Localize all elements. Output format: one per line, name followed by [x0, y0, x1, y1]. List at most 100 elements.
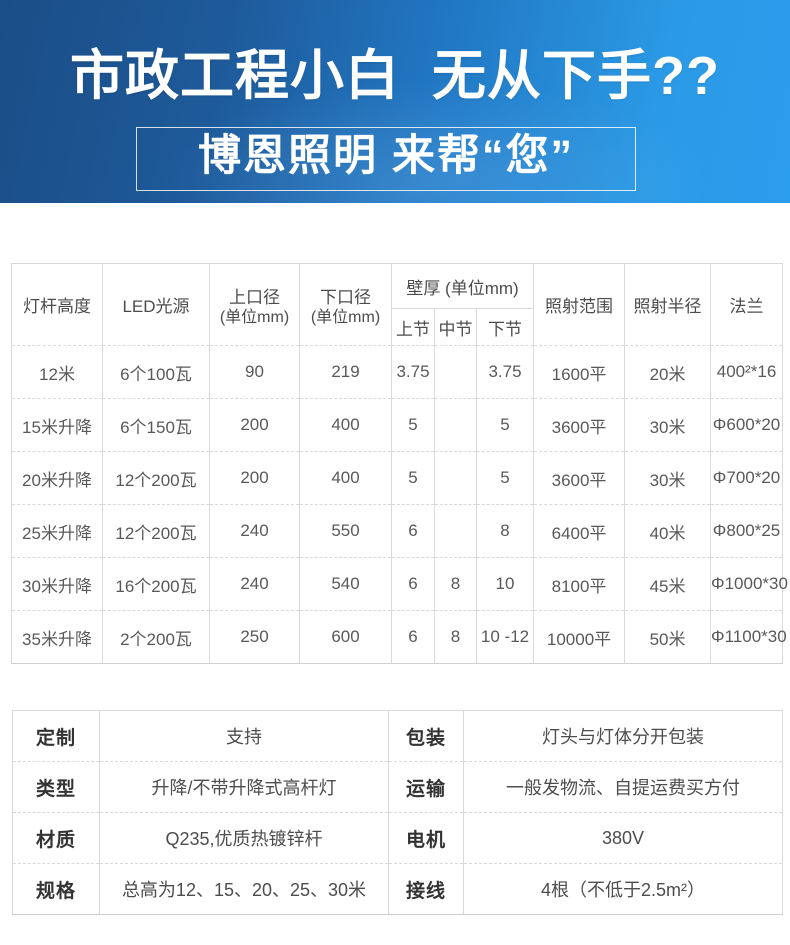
info-row-spec-wiring: 规格 总高为12、15、20、25、30米 接线 4根（不低于2.5m²）: [12, 863, 783, 915]
info-value-spec: 总高为12、15、20、25、30米: [99, 863, 389, 915]
cell-wall-upper: 6: [391, 557, 435, 611]
cell-bottom-diameter: 540: [299, 557, 392, 611]
cell-top-diameter: 240: [209, 504, 300, 558]
col-header-bottom-diameter-line2: (单位mm): [310, 308, 381, 326]
cell-wall-middle: [434, 398, 477, 452]
cell-radius: 30米: [624, 451, 712, 505]
cell-bottom-diameter: 550: [299, 504, 392, 558]
cell-wall-lower: 5: [475, 398, 535, 452]
cell-flange: Φ1100*30: [710, 610, 787, 664]
col-header-radius: 照射半径: [624, 263, 712, 346]
cell-wall-upper: 5: [391, 451, 435, 505]
spec-row-12m: 12米 6个100瓦 90 219 3.75 3.75 1600平 20米 40…: [11, 345, 784, 399]
cell-wall-middle: [434, 451, 477, 505]
col-header-top-diameter: 上口径 (单位mm): [209, 263, 300, 346]
cell-top-diameter: 90: [209, 345, 300, 399]
cell-flange: Φ600*20: [710, 398, 784, 452]
cell-radius: 40米: [624, 504, 712, 558]
cell-wall-lower: 5: [475, 451, 535, 505]
info-label-material: 材质: [12, 812, 100, 864]
info-value-type: 升降/不带升降式高杆灯: [99, 761, 389, 813]
info-row-type-shipping: 类型 升降/不带升降式高杆灯 运输 一般发物流、自提运费买方付: [12, 761, 783, 813]
hero-banner: 市政工程小白 无从下手?? 博恩照明 来帮“您”: [0, 0, 790, 203]
cell-pole-height: 35米升降: [11, 610, 103, 664]
cell-wall-upper: 5: [391, 398, 435, 452]
info-label-motor: 电机: [388, 812, 464, 864]
cell-bottom-diameter: 219: [299, 345, 392, 399]
cell-coverage: 10000平: [533, 610, 626, 664]
col-header-bottom-diameter: 下口径 (单位mm): [299, 263, 392, 346]
col-header-top-diameter-line2: (单位mm): [219, 308, 290, 326]
col-header-led-source: LED光源: [102, 263, 210, 346]
col-header-coverage: 照射范围: [533, 263, 626, 346]
cell-flange: Φ1000*30: [710, 557, 788, 611]
spec-row-35m: 35米升降 2个200瓦 250 600 6 8 10 -12 10000平 5…: [11, 610, 787, 664]
info-value-material: Q235,优质热镀锌杆: [99, 812, 389, 864]
cell-wall-lower: 10: [475, 557, 535, 611]
cell-led-source: 6个150瓦: [102, 398, 210, 452]
col-header-wall-upper: 上节: [391, 308, 435, 346]
cell-radius: 45米: [624, 557, 712, 611]
col-header-wall-thickness-group: 壁厚 (单位mm): [390, 263, 535, 309]
banner-subtitle-box: 博恩照明 来帮“您”: [136, 127, 636, 191]
cell-led-source: 12个200瓦: [102, 504, 210, 558]
cell-wall-upper: 6: [391, 610, 435, 664]
banner-subtitle: 博恩照明 来帮“您”: [198, 132, 574, 180]
cell-wall-lower: 10 -12: [475, 610, 535, 664]
cell-radius: 50米: [624, 610, 712, 664]
cell-wall-middle: 8: [434, 610, 477, 664]
spec-row-20m: 20米升降 12个200瓦 200 400 5 5 3600平 30米 Φ700…: [11, 451, 784, 505]
spec-header-row: 灯杆高度 LED光源 上口径 (单位mm) 下口径 (单位mm) 壁厚 (单位m…: [11, 263, 784, 346]
info-value-custom: 支持: [99, 710, 389, 762]
cell-led-source: 2个200瓦: [102, 610, 210, 664]
cell-radius: 30米: [624, 398, 712, 452]
info-label-shipping: 运输: [388, 761, 464, 813]
cell-coverage: 8100平: [533, 557, 626, 611]
cell-pole-height: 20米升降: [11, 451, 103, 505]
spec-row-15m: 15米升降 6个150瓦 200 400 5 5 3600平 30米 Φ600*…: [11, 398, 784, 452]
cell-wall-upper: 3.75: [391, 345, 435, 399]
cell-bottom-diameter: 400: [299, 451, 392, 505]
col-header-pole-height: 灯杆高度: [11, 263, 103, 346]
cell-pole-height: 12米: [11, 345, 103, 399]
spec-table: 灯杆高度 LED光源 上口径 (单位mm) 下口径 (单位mm) 壁厚 (单位m…: [11, 263, 788, 664]
spec-subheader-row: 上节 中节 下节: [12, 308, 783, 346]
cell-top-diameter: 200: [209, 398, 300, 452]
spec-row-30m: 30米升降 16个200瓦 240 540 6 8 10 8100平 45米 Φ…: [11, 557, 788, 611]
col-header-wall-middle: 中节: [434, 308, 477, 346]
cell-wall-lower: 8: [475, 504, 535, 558]
cell-flange: Φ700*20: [710, 451, 784, 505]
banner-title: 市政工程小白 无从下手??: [70, 46, 720, 106]
cell-coverage: 3600平: [533, 451, 626, 505]
cell-coverage: 3600平: [533, 398, 626, 452]
info-label-custom: 定制: [12, 710, 100, 762]
cell-top-diameter: 240: [209, 557, 300, 611]
info-row-material-motor: 材质 Q235,优质热镀锌杆 电机 380V: [12, 812, 783, 864]
cell-bottom-diameter: 600: [299, 610, 392, 664]
cell-wall-middle: [434, 345, 477, 399]
col-header-flange: 法兰: [710, 263, 784, 346]
info-value-packaging: 灯头与灯体分开包装: [463, 710, 783, 762]
col-header-wall-lower: 下节: [475, 308, 535, 346]
info-value-shipping: 一般发物流、自提运费买方付: [463, 761, 783, 813]
cell-wall-upper: 6: [391, 504, 435, 558]
cell-coverage: 1600平: [533, 345, 626, 399]
cell-radius: 20米: [624, 345, 712, 399]
info-label-spec: 规格: [12, 863, 100, 915]
spec-row-25m: 25米升降 12个200瓦 240 550 6 8 6400平 40米 Φ800…: [11, 504, 784, 558]
cell-bottom-diameter: 400: [299, 398, 392, 452]
cell-pole-height: 15米升降: [11, 398, 103, 452]
cell-led-source: 6个100瓦: [102, 345, 210, 399]
info-label-wiring: 接线: [388, 863, 464, 915]
info-row-custom-packaging: 定制 支持 包装 灯头与灯体分开包装: [12, 710, 783, 762]
cell-flange: 400²*16: [710, 345, 784, 399]
info-value-motor: 380V: [463, 812, 783, 864]
cell-flange: Φ800*25: [710, 504, 784, 558]
cell-coverage: 6400平: [533, 504, 626, 558]
cell-top-diameter: 200: [209, 451, 300, 505]
cell-wall-lower: 3.75: [475, 345, 535, 399]
cell-top-diameter: 250: [209, 610, 300, 664]
cell-pole-height: 25米升降: [11, 504, 103, 558]
col-header-bottom-diameter-line1: 下口径: [320, 287, 371, 307]
